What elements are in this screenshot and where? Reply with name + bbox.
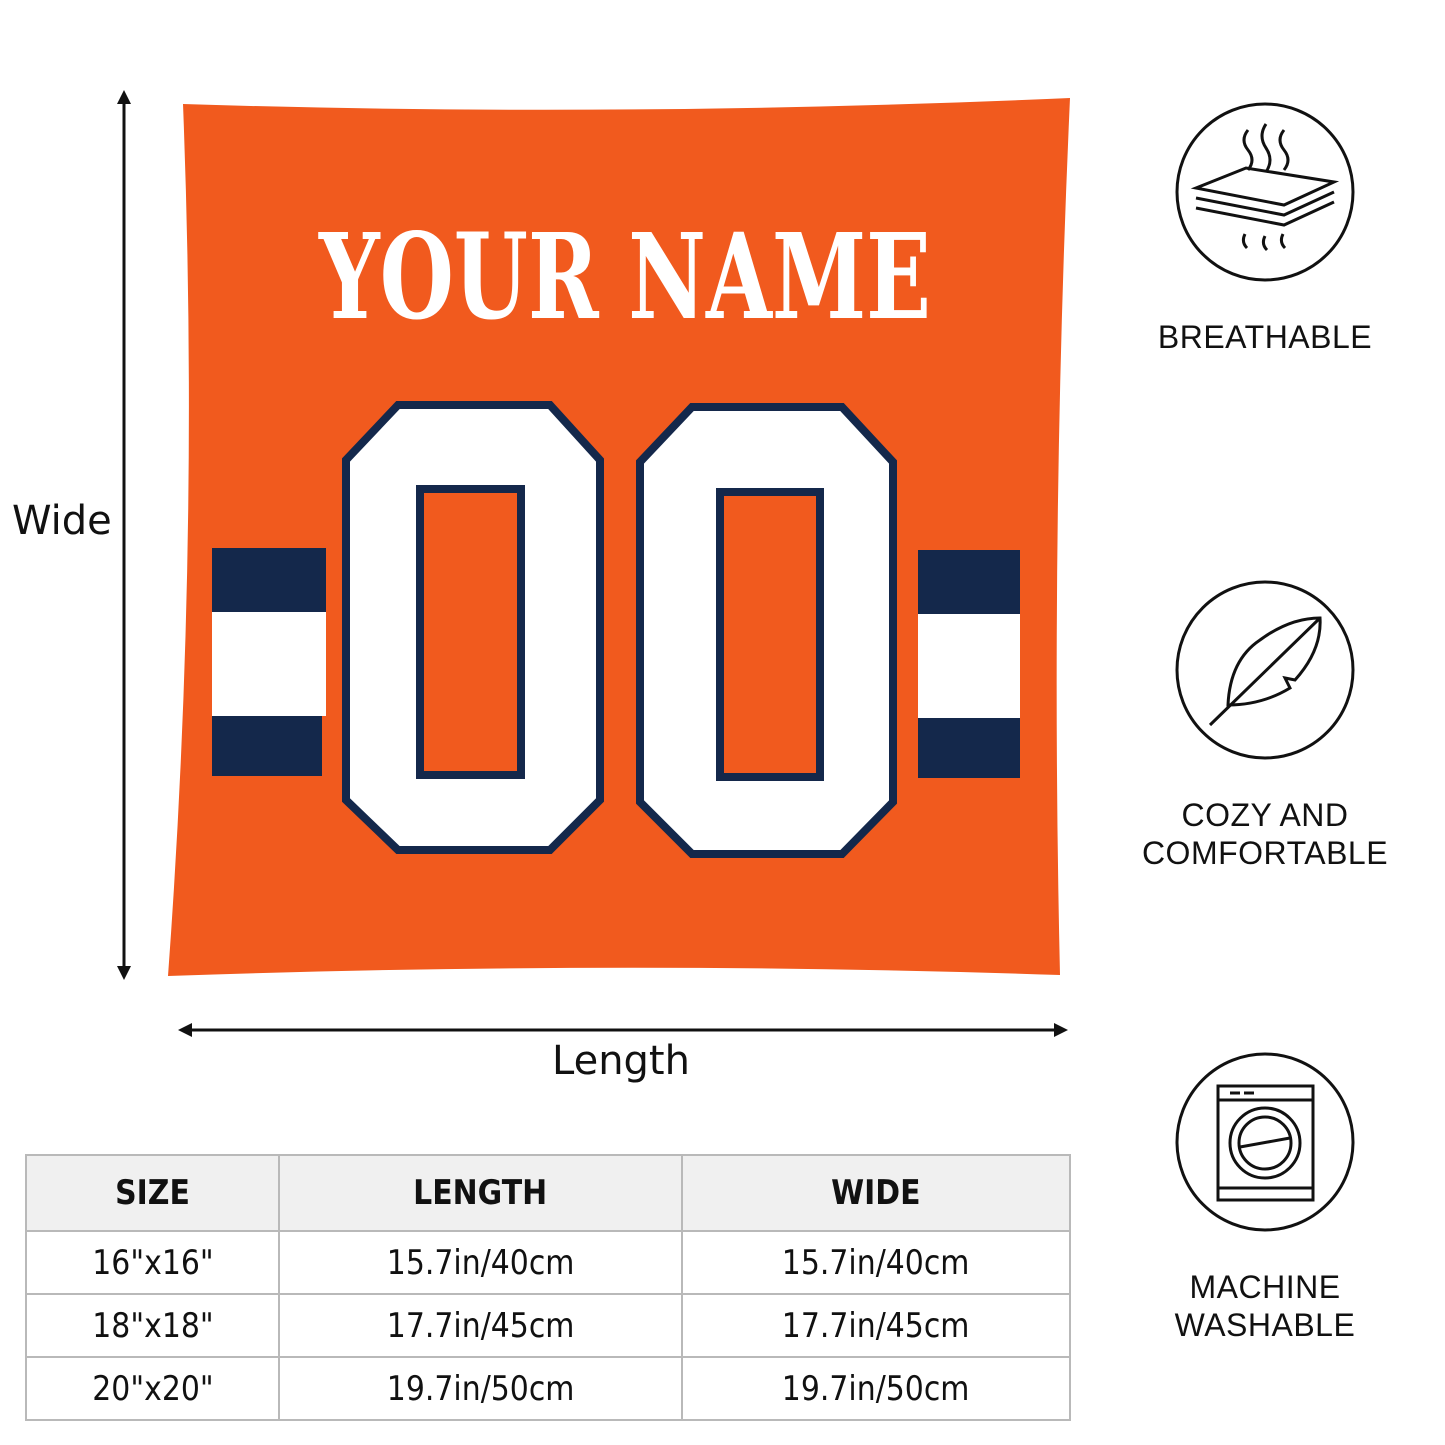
sleeve-stripes-left	[212, 548, 326, 776]
table-cell: 18"x18"	[25, 1293, 280, 1358]
washing-machine-icon	[1175, 1052, 1355, 1232]
table-row: 16"x16" 15.7in/40cm 15.7in/40cm	[25, 1230, 1071, 1295]
length-dimension-arrow	[178, 1023, 1068, 1037]
table-row: 20"x20" 19.7in/50cm 19.7in/50cm	[25, 1356, 1071, 1421]
table-cell: 19.7in/50cm	[681, 1356, 1071, 1421]
table-cell: 19.7in/50cm	[278, 1356, 683, 1421]
breathable-layers-icon	[1175, 102, 1355, 282]
cell-text: 15.7in/40cm	[386, 1242, 575, 1283]
header-text: WIDE	[831, 1173, 921, 1213]
header-text: SIZE	[115, 1173, 190, 1213]
header-wide: WIDE	[681, 1154, 1071, 1232]
cell-text: 16"x16"	[91, 1242, 214, 1283]
digit-zero-left	[342, 401, 604, 854]
feather-icon	[1175, 580, 1355, 760]
cell-text: 17.7in/45cm	[386, 1305, 575, 1346]
feature-label-washable: MACHINE WASHABLE	[1115, 1268, 1415, 1344]
table-cell: 15.7in/40cm	[681, 1230, 1071, 1295]
length-label: Length	[552, 1038, 690, 1084]
table-cell: 17.7in/45cm	[278, 1293, 683, 1358]
wide-label: Wide	[12, 498, 112, 544]
feature-label-breathable: BREATHABLE	[1115, 318, 1415, 356]
cell-text: 19.7in/50cm	[386, 1368, 575, 1409]
header-length: LENGTH	[278, 1154, 683, 1232]
table-header-row: SIZE LENGTH WIDE	[25, 1154, 1071, 1232]
table-cell: 16"x16"	[25, 1230, 280, 1295]
header-text: LENGTH	[413, 1173, 548, 1213]
table-row: 18"x18" 17.7in/45cm 17.7in/45cm	[25, 1293, 1071, 1358]
name-text: YOUR NAME	[318, 207, 931, 346]
jersey-number	[342, 401, 897, 858]
size-table: SIZE LENGTH WIDE 16"x16" 15.7in/40cm 15.…	[25, 1154, 1071, 1421]
table-cell: 15.7in/40cm	[278, 1230, 683, 1295]
pillow: YOUR NAME	[168, 98, 1070, 976]
feature-label-cozy: COZY AND COMFORTABLE	[1115, 796, 1415, 872]
sleeve-stripes-right	[918, 550, 1020, 778]
feature-label-line: COZY AND	[1181, 797, 1349, 833]
table-cell: 17.7in/45cm	[681, 1293, 1071, 1358]
cell-text: 15.7in/40cm	[782, 1242, 970, 1283]
cell-text: 17.7in/45cm	[782, 1305, 970, 1346]
feature-label-line: COMFORTABLE	[1141, 835, 1389, 871]
cell-text: 19.7in/50cm	[782, 1368, 970, 1409]
digit-zero-right	[636, 403, 897, 858]
feature-label-text: BREATHABLE	[1157, 319, 1373, 355]
table-cell: 20"x20"	[25, 1356, 280, 1421]
cell-text: 20"x20"	[91, 1368, 214, 1409]
header-size: SIZE	[25, 1154, 280, 1232]
wide-dimension-arrow	[117, 90, 131, 980]
cell-text: 18"x18"	[91, 1305, 214, 1346]
feature-label-line: WASHABLE	[1174, 1307, 1356, 1343]
feature-label-line: MACHINE	[1189, 1269, 1341, 1305]
